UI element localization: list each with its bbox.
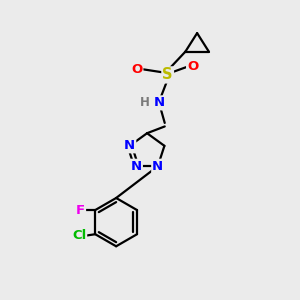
Text: Cl: Cl [72, 229, 86, 242]
Text: N: N [131, 160, 142, 173]
Text: F: F [76, 204, 85, 217]
Text: O: O [187, 60, 198, 73]
Text: H: H [140, 96, 150, 110]
Text: N: N [124, 139, 135, 152]
Text: O: O [131, 62, 142, 76]
Text: N: N [153, 96, 164, 110]
Text: S: S [162, 68, 173, 82]
Text: N: N [152, 160, 163, 173]
